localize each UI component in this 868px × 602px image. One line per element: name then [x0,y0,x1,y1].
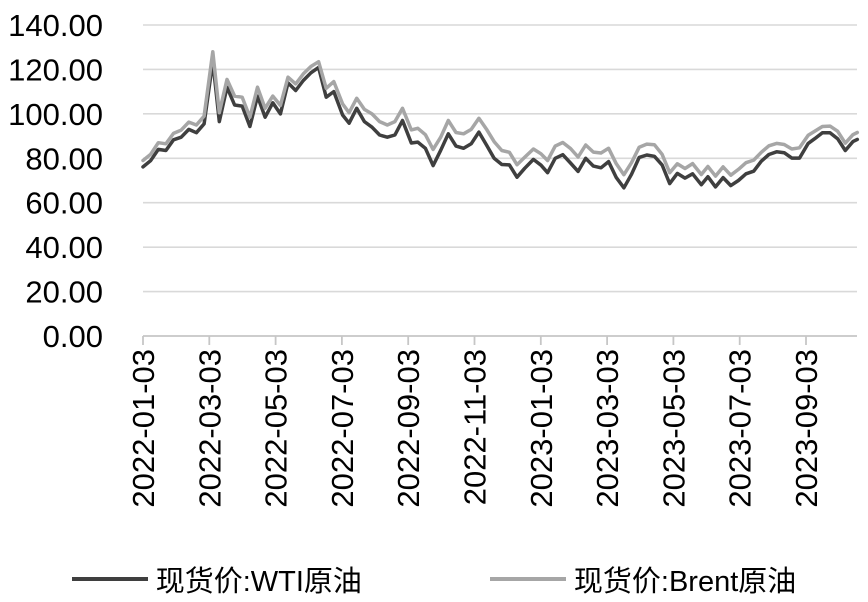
y-axis-tick-label: 20.00 [25,275,103,310]
wti-line-sample-icon [71,577,148,581]
oil-price-line-chart: 0.00 20.00 40.00 60.00 80.00 100.00 120.00 140.… [8,8,860,508]
legend-item-brent: 现货价:Brent原油 [489,558,797,600]
x-axis-tick-label: 2022-05-03 [259,349,294,508]
x-axis-tick-label: 2023-09-03 [789,349,824,508]
y-axis: 0.00 20.00 40.00 60.00 80.00 100.00 120.00 140.… [8,8,103,354]
gridlines [143,24,857,293]
x-axis-tick-label: 2023-03-03 [590,349,625,508]
legend-label-wti: 现货价:WTI原油 [155,566,362,598]
legend-item-wti: 现货价:WTI原油 [71,558,362,600]
y-axis-tick-label: 100.00 [8,97,103,132]
y-axis-tick-label: 0.00 [43,319,103,354]
legend: 现货价:WTI原油 现货价:Brent原油 [0,558,868,600]
brent-line-sample-icon [489,577,566,581]
y-axis-tick-label: 120.00 [8,52,103,87]
brent-price-line [141,49,860,178]
data-series [141,49,860,190]
x-axis-tick-label: 2023-07-03 [723,349,758,508]
x-axis-tick-label: 2022-11-03 [458,349,493,505]
x-axis: 2022-01-03 2022-03-03 2022-05-03 2022-07-03… [126,335,857,508]
x-axis-tick-label: 2023-01-03 [524,349,559,508]
x-axis-tick-label: 2022-01-03 [126,349,161,508]
x-axis-tick-label: 2022-09-03 [391,349,426,508]
y-axis-tick-label: 40.00 [25,230,103,265]
x-axis-tick-label: 2023-05-03 [656,349,691,508]
wti-price-line [141,59,860,190]
x-axis-tick-label: 2022-07-03 [325,349,360,508]
y-axis-tick-label: 60.00 [25,186,103,221]
y-axis-tick-label: 80.00 [25,141,103,176]
legend-label-brent: 现货价:Brent原油 [573,566,797,598]
x-axis-tick-label: 2022-03-03 [192,349,227,508]
y-axis-tick-label: 140.00 [8,8,103,43]
